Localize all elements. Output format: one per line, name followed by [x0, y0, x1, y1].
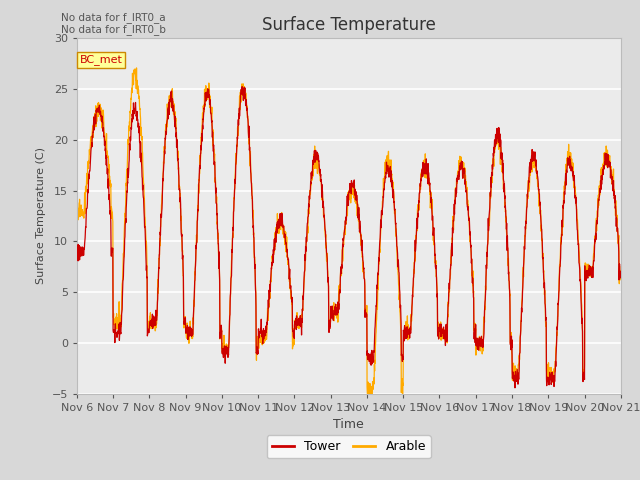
Tower: [238, 84, 246, 89]
Arable: [584, 269, 592, 275]
Legend: Tower, Arable: Tower, Arable: [267, 435, 431, 458]
Tower: [73, 242, 81, 248]
X-axis label: Time: Time: [333, 418, 364, 431]
Arable: [508, 330, 515, 336]
Arable: [364, 395, 371, 400]
Y-axis label: Surface Temperature (C): Surface Temperature (C): [36, 147, 46, 285]
Title: Surface Temperature: Surface Temperature: [262, 16, 436, 34]
Tower: [511, 385, 519, 391]
Tower: [570, 175, 577, 180]
Text: BC_met: BC_met: [79, 54, 122, 65]
Tower: [507, 347, 515, 353]
Tower: [584, 268, 592, 274]
Tower: [365, 350, 372, 356]
Line: Arable: Arable: [77, 68, 621, 397]
Arable: [73, 210, 81, 216]
Tower: [376, 225, 384, 231]
Tower: [617, 269, 625, 275]
Line: Tower: Tower: [77, 86, 621, 388]
Tower: [225, 352, 232, 358]
Text: No data for f_IRT0_b: No data for f_IRT0_b: [61, 24, 166, 35]
Arable: [617, 270, 625, 276]
Arable: [377, 229, 385, 235]
Arable: [132, 65, 140, 71]
Arable: [570, 160, 577, 166]
Arable: [225, 345, 232, 350]
Text: No data for f_IRT0_a: No data for f_IRT0_a: [61, 12, 165, 23]
Arable: [365, 387, 372, 393]
